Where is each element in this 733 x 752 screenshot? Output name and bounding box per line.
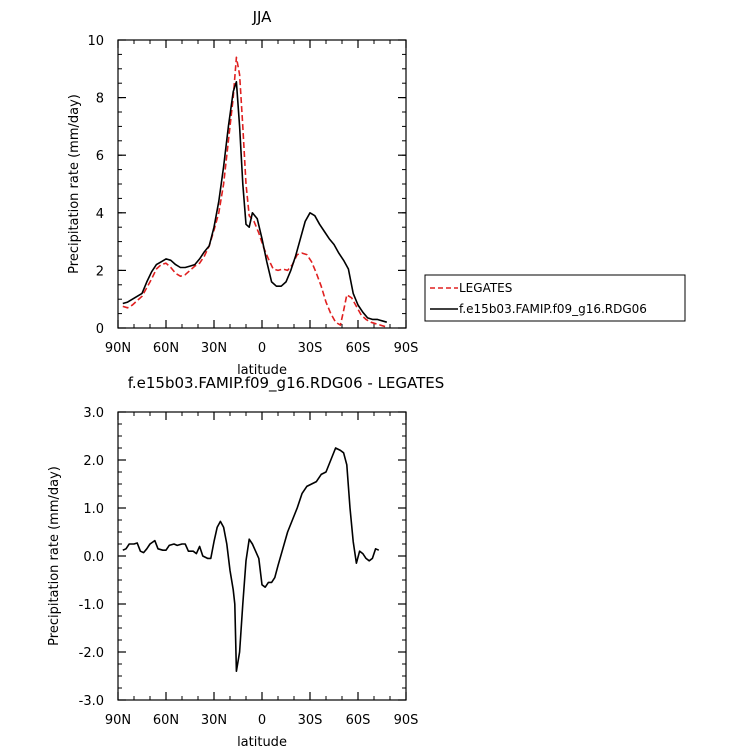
bottom-x-tick-label: 90N	[105, 713, 131, 728]
top-plot-frame	[117, 39, 407, 329]
top-x-axis-label: latitude	[237, 363, 287, 378]
top-y-tick-label: 6	[96, 149, 104, 164]
top-series-group	[122, 56, 388, 328]
top-y-tick-label: 8	[96, 92, 104, 107]
legend-label-model: f.e15b03.FAMIP.f09_g16.RDG06	[459, 302, 647, 316]
bottom-y-tick-label: 1.0	[83, 502, 104, 517]
top-x-tick-label: 30S	[298, 341, 323, 356]
legend-box	[424, 274, 686, 322]
bottom-y-axis-label: Precipitation rate (mm/day)	[47, 466, 62, 646]
top-ticks: 90N 60N 30N 0 30S 60S 90S 0 2 4 6 8 10	[87, 34, 418, 356]
top-x-tick-label: 60S	[346, 341, 371, 356]
bottom-plot-frame	[117, 411, 407, 701]
bottom-y-tick-label: -1.0	[79, 598, 104, 613]
top-x-tick-label: 90N	[105, 341, 131, 356]
top-x-tick-label: 90S	[394, 341, 419, 356]
top-x-tick-label: 60N	[153, 341, 179, 356]
bottom-x-tick-label: 60S	[346, 713, 371, 728]
bottom-x-tick-label: 0	[258, 713, 266, 728]
bottom-series-line-0	[122, 447, 380, 672]
top-y-tick-label: 10	[87, 34, 104, 49]
top-y-axis-label: Precipitation rate (mm/day)	[67, 94, 82, 274]
bottom-x-tick-label: 60N	[153, 713, 179, 728]
bottom-series-group	[122, 447, 380, 672]
chart-title-jja: JJA	[252, 8, 273, 26]
bottom-y-tick-label: -3.0	[79, 694, 104, 709]
bottom-y-tick-label: -2.0	[79, 646, 104, 661]
bottom-x-tick-label: 90S	[394, 713, 419, 728]
top-series-line-1	[122, 81, 388, 323]
legend-label-legates: LEGATES	[459, 281, 512, 295]
bottom-ticks: 90N 60N 30N 0 30S 60S 90S -3.0 -2.0 -1.0 0.0 1.0 2.0…	[79, 406, 419, 728]
bottom-x-tick-label: 30S	[298, 713, 323, 728]
top-y-tick-label: 2	[96, 264, 104, 279]
top-y-tick-label: 4	[96, 207, 104, 222]
top-x-tick-label: 0	[258, 341, 266, 356]
panel-difference: f.e15b03.FAMIP.f09_g16.RDG06 - LEGATES 9…	[47, 374, 444, 750]
legend: LEGATES f.e15b03.FAMIP.f09_g16.RDG06	[424, 274, 686, 322]
top-x-tick-label: 30N	[201, 341, 227, 356]
chart-title-difference: f.e15b03.FAMIP.f09_g16.RDG06 - LEGATES	[128, 374, 445, 393]
top-y-tick-label: 0	[96, 322, 104, 337]
bottom-y-tick-label: 2.0	[83, 454, 104, 469]
top-series-line-0	[122, 56, 386, 328]
bottom-x-tick-label: 30N	[201, 713, 227, 728]
bottom-x-axis-label: latitude	[237, 735, 287, 750]
bottom-y-tick-label: 3.0	[83, 406, 104, 421]
bottom-y-tick-label: 0.0	[83, 550, 104, 565]
